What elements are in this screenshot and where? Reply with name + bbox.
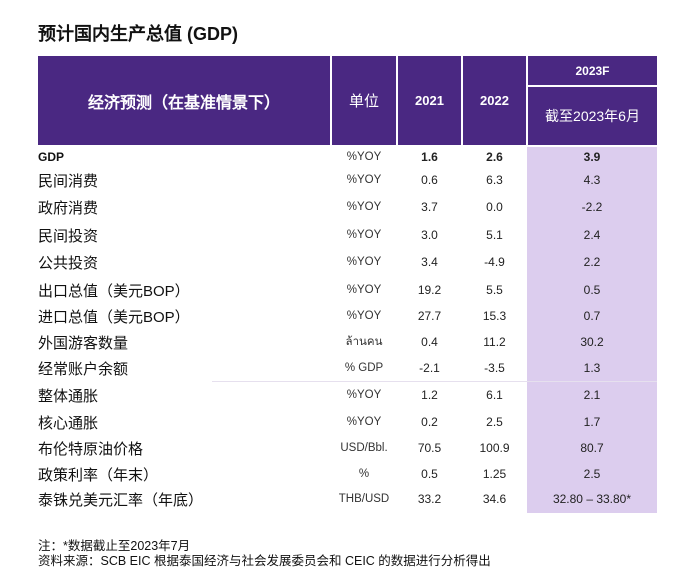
table-row: 整体通胀 %YOY 1.2 6.1 2.1: [38, 382, 657, 408]
value-2023f: 0.5: [583, 283, 601, 297]
row-unit: USD/Bbl.: [340, 442, 388, 454]
value-2021: 19.2: [417, 283, 442, 297]
row-label: 经常账户余额: [38, 360, 129, 378]
row-label: 进口总值（美元BOP）: [38, 308, 190, 326]
value-2022: 1.25: [482, 467, 507, 481]
value-2023f: 2.4: [583, 228, 601, 242]
row-label: 政策利率（年末）: [38, 466, 159, 484]
table-row: 外国游客数量 ล้านคน 0.4 11.2 30.2: [38, 329, 657, 355]
row-unit: THB/USD: [338, 493, 390, 505]
value-2022: -3.5: [484, 361, 505, 375]
table-row: 泰铢兑美元汇率（年底） THB/USD 33.2 34.6 32.80 – 33.80*: [38, 486, 657, 512]
value-2022: 34.6: [482, 492, 507, 506]
row-unit: %YOY: [346, 229, 382, 241]
value-2022: 0.0: [486, 200, 503, 214]
row-unit: %YOY: [346, 284, 382, 296]
value-2023f: 1.3: [583, 361, 601, 375]
row-unit: % GDP: [344, 362, 384, 374]
row-label: 民间投资: [38, 227, 99, 245]
value-2023f: 30.2: [580, 335, 604, 349]
value-2021: 1.6: [421, 150, 438, 164]
value-2021: 0.6: [421, 173, 438, 187]
value-2022: 6.3: [486, 173, 503, 187]
value-2021: 1.2: [421, 388, 438, 402]
value-2021: 0.2: [421, 415, 438, 429]
row-label: 泰铢兑美元汇率（年底）: [38, 491, 204, 509]
row-unit: %YOY: [346, 310, 382, 322]
value-2023f: 2.1: [583, 388, 601, 402]
value-2023f: 4.3: [583, 173, 601, 187]
value-2022: 2.6: [486, 150, 503, 164]
value-2021: 27.7: [417, 309, 442, 323]
header-2022: 2022: [463, 56, 526, 145]
row-label: GDP: [38, 150, 65, 164]
page-title: 预计国内生产总值 (GDP): [38, 24, 238, 44]
row-label: 出口总值（美元BOP）: [38, 282, 190, 300]
forecast-column-bg: [527, 147, 657, 513]
value-2023f: 32.80 – 33.80*: [552, 492, 632, 506]
row-unit: %YOY: [346, 151, 382, 163]
table-row: 民间消费 %YOY 0.6 6.3 4.3: [38, 167, 657, 193]
value-2021: -2.1: [419, 361, 440, 375]
row-unit: %YOY: [346, 174, 382, 186]
row-unit: %: [358, 468, 370, 480]
row-label: 外国游客数量: [38, 334, 129, 352]
value-2023f: 80.7: [580, 441, 604, 455]
table-row: GDP %YOY 1.6 2.6 3.9: [38, 147, 657, 167]
table-row: 出口总值（美元BOP） %YOY 19.2 5.5 0.5: [38, 277, 657, 303]
value-2022: 5.1: [486, 228, 503, 242]
value-2022: 6.1: [486, 388, 503, 402]
row-label: 民间消费: [38, 172, 99, 190]
row-unit: %YOY: [346, 201, 382, 213]
table-row: 公共投资 %YOY 3.4 -4.9 2.2: [38, 249, 657, 275]
row-unit: %YOY: [346, 389, 382, 401]
value-2023f: 1.7: [583, 415, 601, 429]
value-2023f: 2.2: [583, 255, 601, 269]
value-2022: 11.2: [483, 335, 506, 349]
row-label: 政府消费: [38, 199, 99, 217]
table-row: 布伦特原油价格 USD/Bbl. 70.5 100.9 80.7: [38, 435, 657, 461]
row-label: 核心通胀: [38, 414, 99, 432]
table-row: 政府消费 %YOY 3.7 0.0 -2.2: [38, 194, 657, 220]
table-row: 政策利率（年末）% 0.5 1.25 2.5: [38, 461, 657, 487]
row-label: 公共投资: [38, 254, 99, 272]
value-2021: 3.7: [421, 200, 438, 214]
value-2023f: 0.7: [583, 309, 601, 323]
footnote: 注：*数据截止至2023年7月: [38, 539, 191, 553]
value-2022: -4.9: [484, 255, 505, 269]
row-label: 布伦特原油价格: [38, 440, 144, 458]
row-unit: %YOY: [346, 416, 382, 428]
header-2023f-sub: 截至2023年6月: [528, 87, 657, 145]
table-row: 民间投资 %YOY 3.0 5.1 2.4: [38, 222, 657, 248]
header-2021: 2021: [398, 56, 461, 145]
table-row: 进口总值（美元BOP） %YOY 27.7 15.3 0.7: [38, 303, 657, 329]
value-2021: 70.5: [417, 441, 442, 455]
value-2022: 100.9: [479, 441, 510, 455]
value-2021: 33.2: [417, 492, 442, 506]
row-unit: ล้านคน: [345, 336, 383, 348]
value-2021: 3.0: [421, 228, 438, 242]
value-2022: 5.5: [486, 283, 503, 297]
header-indicator: 经济预测（在基准情景下）: [38, 56, 330, 145]
value-2023f: -2.2: [581, 200, 603, 214]
header-2023f: 2023F: [528, 56, 657, 85]
value-2023f: 2.5: [583, 467, 601, 481]
value-2021: 3.4: [421, 255, 438, 269]
table-row: 经常账户余额 % GDP -2.1 -3.5 1.3: [38, 355, 657, 381]
row-label: 整体通胀: [38, 387, 99, 405]
value-2021: 0.5: [421, 467, 438, 481]
value-2023f: 3.9: [583, 150, 601, 164]
value-2022: 15.3: [482, 309, 507, 323]
table-row: 核心通胀 %YOY 0.2 2.5 1.7: [38, 409, 657, 435]
header-unit: 单位: [332, 56, 396, 145]
row-unit: %YOY: [346, 256, 382, 268]
source-note: 资料来源：SCB EIC 根据泰国经济与社会发展委员会和 CEIC 的数据进行分…: [38, 554, 491, 568]
value-2022: 2.5: [486, 415, 503, 429]
value-2021: 0.4: [421, 335, 438, 349]
divider: [212, 381, 657, 382]
